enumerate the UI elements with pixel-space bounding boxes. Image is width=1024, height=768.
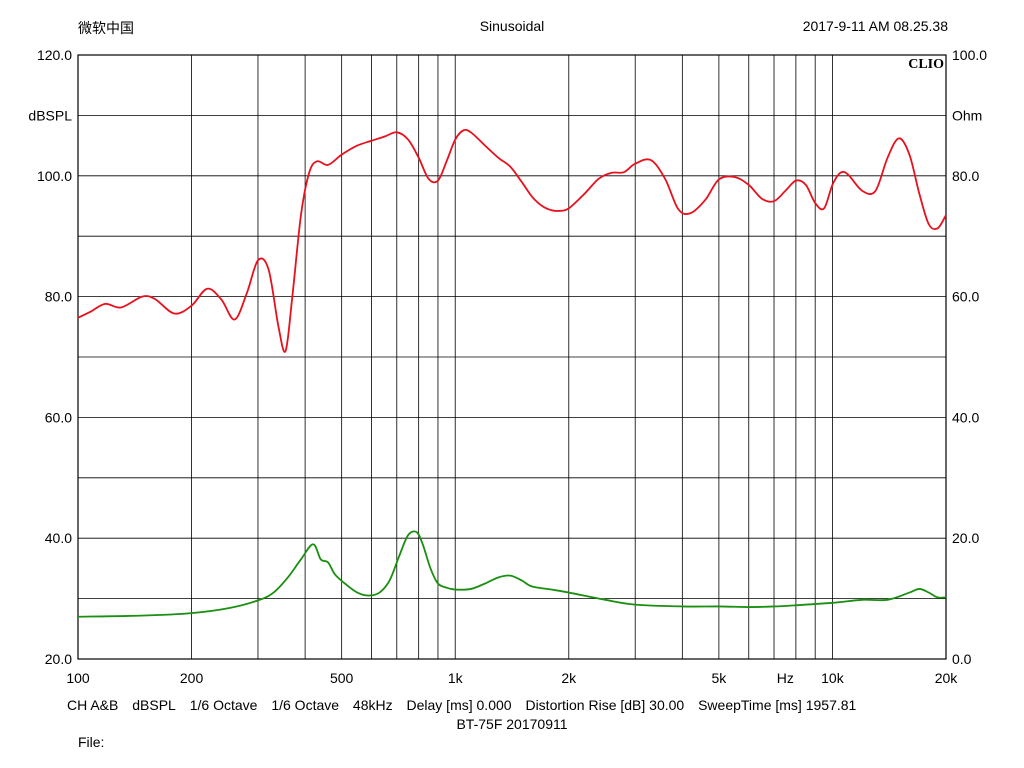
y2-tick-label: 40.0 [952,409,979,425]
info-smoothing-2: 1/6 Octave [271,697,340,713]
y-tick-label: 20.0 [45,651,72,667]
file-label: File: [78,734,105,750]
info-distortion: Distortion Rise [dB] 30.00 [525,697,685,713]
y-tick-label: 40.0 [45,530,72,546]
measurement-info-line: CH A&B dBSPL 1/6 Octave 1/6 Octave 48kHz… [67,697,866,713]
y2-tick-label: 20.0 [952,530,979,546]
x-tick-label: 20k [935,670,959,686]
y-tick-label: 80.0 [45,289,72,305]
header-left-text: 微软中国 [78,20,134,36]
x-tick-label: 5k [711,670,727,686]
spl-response-curve [77,128,947,353]
y2-tick-label: 60.0 [952,289,979,305]
y2-axis-label: Ohm [952,107,982,123]
clio-logo-text: CLIO [908,57,944,72]
measurement-title: BT-75F 20170911 [456,716,568,732]
x-tick-label: 2k [561,670,577,686]
impedance-curve [77,530,947,618]
y-tick-label: 60.0 [45,409,72,425]
info-unit: dBSPL [132,697,176,713]
x-tick-label: 500 [330,670,354,686]
y2-tick-label: 100.0 [952,47,987,63]
x-axis-unit-label: Hz [777,670,794,686]
y-tick-label: 100.0 [37,168,72,184]
x-tick-label: 100 [66,670,90,686]
header-measurement-type: Sinusoidal [479,18,545,34]
info-sweep: SweepTime [ms] 1957.81 [698,697,857,713]
info-channel: CH A&B [67,697,119,713]
x-tick-label: 1k [448,670,464,686]
info-smoothing-1: 1/6 Octave [189,697,258,713]
info-delay: Delay [ms] 0.000 [406,697,512,713]
y-tick-label: 120.0 [37,47,72,63]
x-tick-label: 200 [180,670,204,686]
y2-tick-label: 0.0 [952,651,972,667]
plot-frame [77,54,947,660]
info-rate: 48kHz [352,697,393,713]
x-tick-label: 10k [821,670,845,686]
y2-tick-label: 80.0 [952,168,979,184]
header-timestamp: 2017-9-11 AM 08.25.38 [802,18,948,34]
y-axis-label: dBSPL [28,107,72,123]
